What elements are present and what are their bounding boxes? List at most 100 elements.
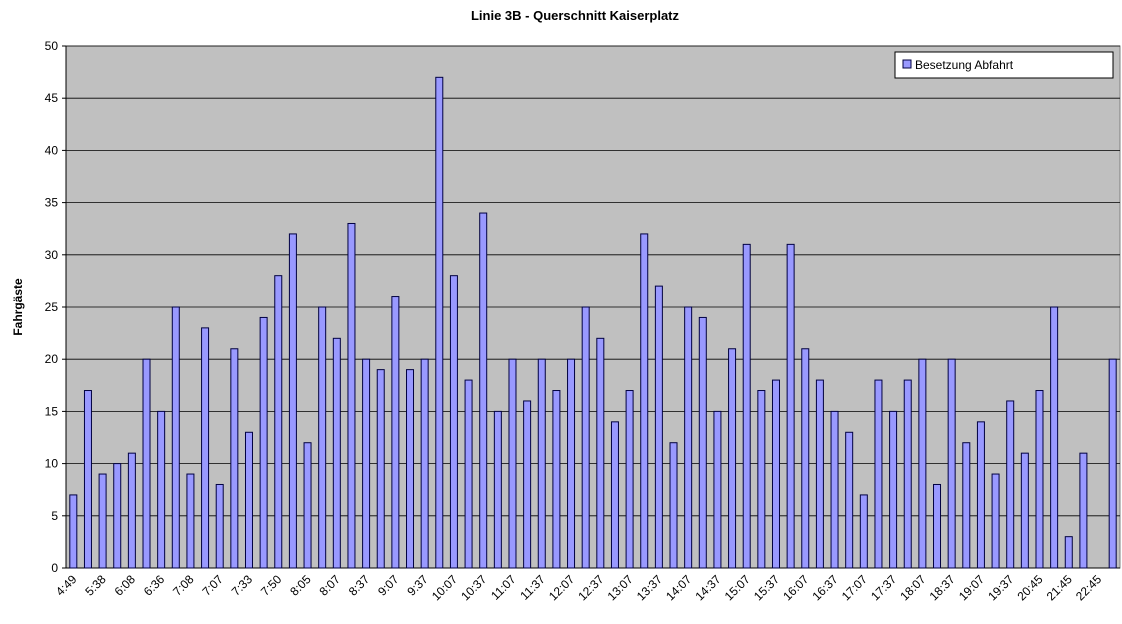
bar: [596, 337, 605, 569]
bar: [1064, 536, 1073, 569]
y-tick-label: 25: [45, 300, 59, 314]
y-tick-label: 20: [45, 352, 59, 366]
y-tick-label: 0: [51, 561, 58, 575]
bar: [713, 410, 722, 569]
x-tick-label: 12:07: [546, 572, 577, 603]
bar: [479, 212, 488, 569]
x-tick-label: 6:36: [141, 572, 168, 599]
bar: [1006, 400, 1015, 569]
bar: [933, 483, 942, 569]
bar: [98, 473, 107, 569]
y-tick-label: 40: [45, 143, 59, 157]
bar: [1079, 452, 1088, 569]
x-tick-label: 9:07: [375, 572, 402, 599]
bar: [669, 442, 678, 569]
x-tick-label: 15:07: [722, 572, 753, 603]
bar: [391, 296, 400, 569]
bar: [1035, 390, 1044, 569]
bar: [757, 390, 766, 569]
legend-box: [894, 51, 1114, 79]
legend-swatch: [902, 59, 912, 69]
x-tick-label: 13:07: [605, 572, 636, 603]
x-tick-label: 10:07: [429, 572, 460, 603]
legend-label: Besetzung Abfahrt: [915, 58, 1014, 72]
bar: [698, 316, 707, 569]
bar: [201, 327, 210, 569]
chart-title: Linie 3B - Querschnitt Kaiserplatz: [471, 8, 680, 23]
bar: [449, 275, 458, 569]
x-tick-label: 6:08: [112, 572, 139, 599]
x-tick-label: 22:45: [1073, 572, 1104, 603]
x-tick-label: 8:05: [287, 572, 314, 599]
bar: [654, 285, 663, 569]
bar: [244, 431, 253, 569]
bar: [142, 358, 151, 569]
x-tick-label: 19:37: [985, 572, 1016, 603]
bar: [230, 348, 239, 569]
x-tick-label: 12:37: [575, 572, 606, 603]
x-tick-label: 11:07: [488, 572, 519, 603]
bar: [464, 379, 473, 569]
bar: [215, 483, 224, 569]
x-tick-label: 16:37: [810, 572, 841, 603]
x-tick-label: 8:37: [346, 572, 373, 599]
y-tick-label: 50: [45, 39, 59, 53]
bar: [640, 233, 649, 569]
bar: [610, 421, 619, 569]
bar: [347, 222, 356, 569]
x-tick-label: 7:08: [170, 572, 197, 599]
bar: [303, 442, 312, 569]
bar: [567, 358, 576, 569]
bar: [318, 306, 327, 569]
x-tick-label: 10:37: [458, 572, 489, 603]
bar: [493, 410, 502, 569]
bar: [113, 463, 122, 569]
bar: [171, 306, 180, 569]
x-tick-label: 13:37: [634, 572, 665, 603]
x-tick-label: 21:45: [1044, 572, 1075, 603]
bar: [288, 233, 297, 569]
bar: [537, 358, 546, 569]
bar: [186, 473, 195, 569]
bar: [684, 306, 693, 569]
bar: [845, 431, 854, 569]
bar: [742, 243, 751, 569]
bar: [332, 337, 341, 569]
x-tick-label: 14:07: [663, 572, 694, 603]
bar: [259, 316, 268, 569]
x-tick-label: 4:49: [53, 572, 80, 599]
bar: [991, 473, 1000, 569]
bar: [976, 421, 985, 569]
bar: [786, 243, 795, 569]
x-tick-label: 7:50: [258, 572, 285, 599]
y-tick-label: 15: [45, 404, 59, 418]
bar: [1050, 306, 1059, 569]
x-tick-label: 9:37: [404, 572, 431, 599]
bar: [801, 348, 810, 569]
bar: [127, 452, 136, 569]
bar: [815, 379, 824, 569]
bar: [376, 369, 385, 569]
x-tick-label: 5:38: [82, 572, 109, 599]
bar: [962, 442, 971, 569]
x-tick-label: 18:07: [897, 572, 928, 603]
y-tick-label: 10: [45, 457, 59, 471]
x-tick-label: 15:37: [751, 572, 782, 603]
bar: [362, 358, 371, 569]
bar: [874, 379, 883, 569]
y-axis-label: Fahrgäste: [11, 278, 25, 336]
bar: [903, 379, 912, 569]
bar: [406, 369, 415, 569]
bar: [918, 358, 927, 569]
x-tick-label: 8:07: [317, 572, 344, 599]
x-tick-label: 16:07: [780, 572, 811, 603]
bar: [1020, 452, 1029, 569]
x-tick-label: 7:33: [229, 572, 256, 599]
bar: [947, 358, 956, 569]
bar: [435, 76, 444, 569]
bar: [728, 348, 737, 569]
x-tick-label: 7:07: [199, 572, 226, 599]
bar: [830, 410, 839, 569]
y-tick-label: 45: [45, 91, 59, 105]
